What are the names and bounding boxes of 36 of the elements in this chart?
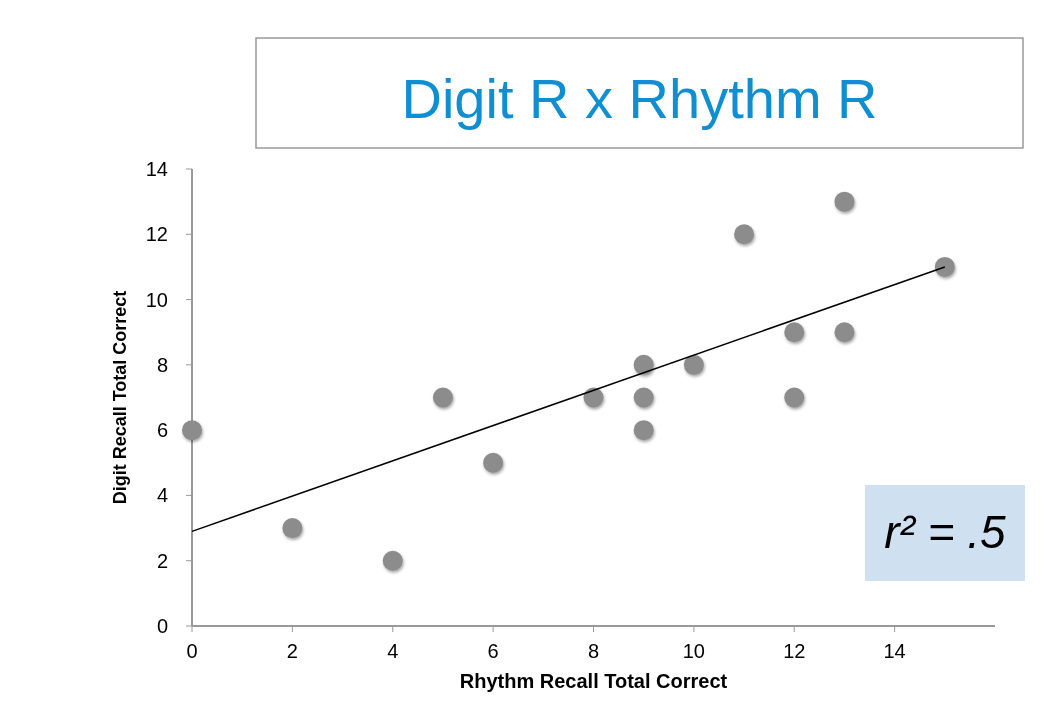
y-tick-label: 6 xyxy=(156,419,168,442)
point xyxy=(432,387,453,408)
x-tick-label: 0 xyxy=(186,640,198,662)
y-tick-label: 14 xyxy=(145,158,168,180)
point xyxy=(934,256,955,277)
chart-title: Digit R x Rhythm R xyxy=(401,67,878,130)
point xyxy=(583,387,604,408)
point xyxy=(683,354,704,375)
x-axis-title: Rhythm Recall Total Correct xyxy=(459,670,728,692)
y-tick-label: 0 xyxy=(156,615,168,637)
y-tick-label: 8 xyxy=(156,353,168,376)
point xyxy=(784,387,805,408)
point xyxy=(633,420,654,441)
x-tick-label: 12 xyxy=(783,640,806,662)
y-tick-label: 12 xyxy=(145,223,168,246)
x-tick-label: 14 xyxy=(883,640,906,662)
point xyxy=(834,191,855,212)
point xyxy=(633,387,654,408)
point xyxy=(734,224,755,245)
y-axis-title: Digit Recall Total Correct xyxy=(110,290,130,505)
point xyxy=(633,354,654,375)
x-tick-label: 8 xyxy=(587,640,600,662)
point xyxy=(784,322,805,343)
y-tick-label: 10 xyxy=(145,288,168,311)
point xyxy=(382,550,403,571)
annotation: r² = .5 xyxy=(884,506,1007,558)
point xyxy=(182,420,202,441)
point xyxy=(282,518,303,539)
point xyxy=(483,452,504,473)
y-tick-label: 4 xyxy=(156,484,168,507)
point xyxy=(834,322,855,343)
x-tick-label: 10 xyxy=(682,640,705,662)
x-tick-label: 6 xyxy=(487,640,499,662)
x-tick-label: 4 xyxy=(387,640,399,662)
x-tick-label: 2 xyxy=(286,640,298,662)
y-tick-label: 2 xyxy=(156,549,168,572)
